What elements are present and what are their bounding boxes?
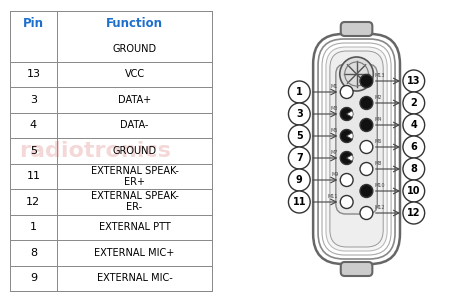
- Circle shape: [360, 97, 373, 109]
- Text: EXTERNAL SPEAK-
ER+: EXTERNAL SPEAK- ER+: [91, 166, 178, 187]
- Text: 13: 13: [27, 69, 40, 79]
- Circle shape: [340, 196, 353, 208]
- Circle shape: [360, 207, 373, 219]
- Circle shape: [289, 81, 310, 103]
- Text: 12: 12: [26, 197, 40, 207]
- Text: Pin: Pin: [23, 17, 44, 30]
- Text: M3: M3: [331, 106, 338, 111]
- Text: M11: M11: [328, 194, 338, 199]
- Circle shape: [403, 158, 425, 180]
- Text: 8: 8: [30, 248, 37, 258]
- Text: 6: 6: [410, 142, 417, 152]
- Text: 2: 2: [410, 98, 417, 108]
- Text: 3: 3: [30, 95, 37, 105]
- Circle shape: [340, 57, 374, 91]
- Circle shape: [360, 162, 373, 176]
- Text: radiotronics: radiotronics: [19, 141, 171, 161]
- Wedge shape: [346, 155, 353, 161]
- Text: M7: M7: [331, 150, 338, 155]
- Text: M13: M13: [375, 73, 385, 78]
- Text: M4: M4: [375, 117, 382, 122]
- Text: 11: 11: [292, 197, 306, 207]
- Text: M5: M5: [331, 128, 338, 133]
- Text: 4: 4: [410, 120, 417, 130]
- FancyBboxPatch shape: [326, 47, 387, 251]
- Text: 11: 11: [27, 171, 40, 181]
- Circle shape: [289, 147, 310, 169]
- Text: M2: M2: [375, 95, 382, 100]
- Circle shape: [360, 74, 373, 88]
- Text: 8: 8: [410, 164, 417, 174]
- Text: GROUND: GROUND: [112, 44, 156, 54]
- Text: 1: 1: [296, 87, 303, 97]
- Circle shape: [340, 173, 353, 187]
- Circle shape: [360, 141, 373, 153]
- Text: EXTERNAL MIC-: EXTERNAL MIC-: [97, 273, 173, 283]
- Wedge shape: [340, 129, 352, 143]
- Text: M6: M6: [375, 139, 382, 144]
- Text: 13: 13: [407, 76, 420, 86]
- Text: 10: 10: [407, 186, 420, 196]
- Text: EXTERNAL PTT: EXTERNAL PTT: [99, 222, 170, 232]
- Text: M8: M8: [375, 161, 382, 166]
- FancyBboxPatch shape: [330, 51, 383, 247]
- FancyBboxPatch shape: [341, 262, 373, 276]
- Text: GROUND: GROUND: [112, 146, 156, 156]
- Text: 1: 1: [30, 222, 37, 232]
- Text: 7: 7: [296, 153, 303, 163]
- Wedge shape: [346, 133, 353, 139]
- Circle shape: [403, 180, 425, 202]
- Wedge shape: [346, 111, 353, 117]
- Text: M1: M1: [331, 84, 338, 89]
- Text: 3: 3: [296, 109, 303, 119]
- Circle shape: [403, 114, 425, 136]
- Circle shape: [403, 202, 425, 224]
- Text: EXTERNAL SPEAK-
ER-: EXTERNAL SPEAK- ER-: [91, 191, 178, 212]
- FancyBboxPatch shape: [341, 22, 373, 36]
- Circle shape: [289, 169, 310, 191]
- Circle shape: [403, 136, 425, 158]
- Text: 5: 5: [30, 146, 37, 156]
- Text: 9: 9: [30, 273, 37, 283]
- Text: M9: M9: [331, 172, 338, 177]
- Text: Function: Function: [106, 17, 163, 30]
- Circle shape: [360, 184, 373, 198]
- Text: 12: 12: [407, 208, 420, 218]
- Text: VCC: VCC: [125, 69, 145, 79]
- FancyBboxPatch shape: [336, 64, 377, 214]
- Wedge shape: [340, 108, 352, 120]
- Circle shape: [289, 103, 310, 125]
- Text: DATA+: DATA+: [118, 95, 151, 105]
- Text: 9: 9: [296, 175, 303, 185]
- Text: 4: 4: [30, 120, 37, 130]
- Circle shape: [403, 92, 425, 114]
- Circle shape: [340, 86, 353, 98]
- Circle shape: [289, 191, 310, 213]
- Text: M12: M12: [375, 205, 385, 210]
- Text: M10: M10: [375, 183, 385, 188]
- Circle shape: [403, 70, 425, 92]
- Circle shape: [289, 125, 310, 147]
- Text: DATA-: DATA-: [120, 120, 149, 130]
- Wedge shape: [340, 152, 352, 164]
- Text: 5: 5: [296, 131, 303, 141]
- Text: EXTERNAL MIC+: EXTERNAL MIC+: [94, 248, 174, 258]
- Circle shape: [360, 118, 373, 132]
